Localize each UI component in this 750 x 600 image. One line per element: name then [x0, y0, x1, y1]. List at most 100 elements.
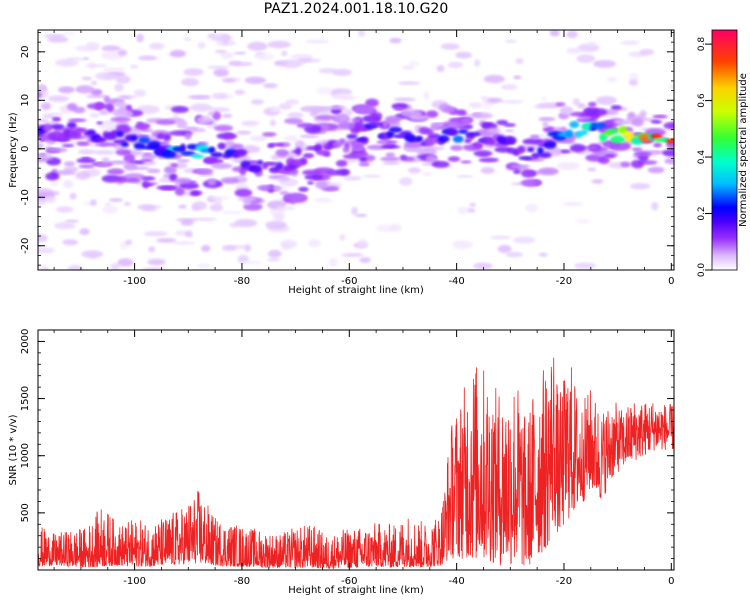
spectrogram-cell: [225, 139, 235, 147]
spectrogram-cell: [142, 183, 154, 187]
spectrogram-cell: [129, 64, 139, 70]
spectrogram-cell: [96, 121, 103, 125]
spectrogram-cell: [178, 204, 187, 209]
spectrogram-ridge-cell: [464, 138, 472, 144]
snr-panel: -100 -80 -60 -40 -20 0 500 1000 1500 2000 Height …: [8, 329, 675, 596]
spectrogram-cell: [505, 39, 517, 43]
spectrogram-ridge-cell: [579, 130, 588, 136]
spectrogram-cell: [664, 158, 674, 165]
spectrogram-ridge-cell: [606, 128, 620, 134]
snr-frame: [37, 329, 675, 571]
spectrogram-cell: [147, 259, 166, 266]
spectrogram-cell: [595, 96, 617, 105]
spectrogram-cell: [182, 126, 198, 131]
spectrogram-cell: [558, 149, 571, 154]
spectrogram-cell: [389, 37, 402, 44]
spectrogram-cell: [436, 65, 445, 73]
spectrogram-xlabel: Height of straight line (km): [288, 285, 424, 296]
figure-title: PAZ1.2024.001.18.10.G20: [263, 1, 449, 17]
spectrogram-cell: [577, 103, 586, 109]
y-tick-label: 500: [20, 503, 31, 522]
spectrogram-cell: [394, 106, 404, 111]
spectrogram-cell: [575, 218, 590, 224]
spectrogram-cell: [341, 252, 364, 258]
spectrogram-cell: [175, 230, 188, 236]
spectrogram-cell: [456, 174, 474, 178]
spectrogram-cell: [480, 95, 488, 100]
spectrogram-cell: [190, 103, 212, 112]
spectrogram-cell: [542, 120, 549, 128]
spectrogram-ridge-cell: [448, 128, 459, 136]
spectrogram-cell: [58, 86, 75, 94]
spectrogram-cell: [296, 122, 314, 129]
spectrogram-cell: [234, 188, 253, 198]
spectrogram-cell: [402, 65, 415, 70]
spectrogram-cell: [284, 193, 306, 201]
spectrogram-cell: [384, 115, 402, 123]
spectrogram-cell: [98, 109, 109, 116]
spectrogram-cell: [101, 157, 110, 164]
spectrogram-ridge-cell: [472, 141, 484, 149]
spectrogram-cell: [466, 207, 476, 213]
spectrogram-cell: [639, 48, 654, 56]
spectrogram-cell: [189, 190, 201, 197]
spectrogram-cell: [125, 239, 133, 246]
spectrogram-cell: [521, 169, 537, 178]
spectrogram-cell: [234, 219, 258, 227]
spectrogram-cell: [497, 245, 512, 253]
spectrogram-cell: [175, 162, 188, 169]
spectrogram-cell: [55, 206, 74, 213]
spectrogram-cell: [67, 118, 87, 123]
spectrogram-cell: [211, 92, 228, 100]
spectrogram-cell: [45, 172, 60, 181]
spectrogram-cell: [610, 105, 622, 111]
spectrogram-cell: [64, 219, 80, 223]
spectrogram-cell: [196, 115, 213, 125]
spectrogram-cell: [137, 204, 155, 211]
spectrogram-cell: [358, 161, 370, 167]
spectrogram-cell: [284, 135, 298, 142]
spectrogram-cell: [76, 141, 90, 146]
spectrogram-cell: [269, 119, 276, 127]
spectrogram-cell: [443, 106, 456, 114]
spectrogram-cell: [123, 177, 141, 183]
spectrogram-cell: [236, 130, 252, 135]
spectrogram-cell: [298, 186, 309, 192]
spectrogram-cell: [490, 235, 512, 240]
spectrogram-cell: [513, 236, 536, 244]
spectrogram-cell: [506, 251, 523, 258]
spectrogram-cell: [203, 157, 224, 165]
spectrogram-ridge-cell: [518, 156, 534, 161]
spectrogram-cell: [75, 45, 99, 52]
spectrogram-cell: [220, 177, 239, 184]
spectrogram-cell: [647, 166, 665, 174]
spectrogram-cell: [357, 239, 369, 248]
spectrogram-ridge-cell: [116, 131, 124, 137]
spectrogram-cell: [468, 102, 483, 109]
spectrogram-cell: [42, 121, 60, 125]
spectrogram-cell: [353, 152, 368, 158]
spectrogram-cell: [207, 65, 230, 70]
spectrogram-cell: [487, 97, 503, 103]
x-tick-label: -60: [341, 576, 357, 587]
spectrogram-cell: [115, 75, 131, 84]
x-tick-label: -80: [234, 576, 250, 587]
spectrogram-cell: [351, 206, 358, 216]
spectrogram-ridge-cell: [350, 140, 364, 149]
spectrogram-cell: [314, 114, 336, 121]
spectrogram-cell: [38, 233, 48, 243]
colorbar-tick-label: 0.8: [697, 37, 707, 52]
spectrogram-cell: [603, 109, 619, 115]
spectrogram-cell: [156, 133, 165, 140]
spectrogram-cell: [89, 140, 100, 148]
spectrogram-cell: [566, 47, 582, 54]
spectrogram-cell: [278, 103, 292, 110]
spectrogram-ridge-cell: [650, 133, 663, 139]
spectrogram-cell: [44, 195, 57, 204]
spectrogram-cell: [587, 167, 597, 172]
spectrogram-ridge-cell: [262, 161, 278, 166]
colorbar-tick-label: 0.2: [697, 206, 707, 220]
spectrogram-cell: [577, 43, 600, 52]
spectrogram-ridge-cell: [543, 141, 557, 149]
spectrogram-cell: [256, 185, 274, 191]
